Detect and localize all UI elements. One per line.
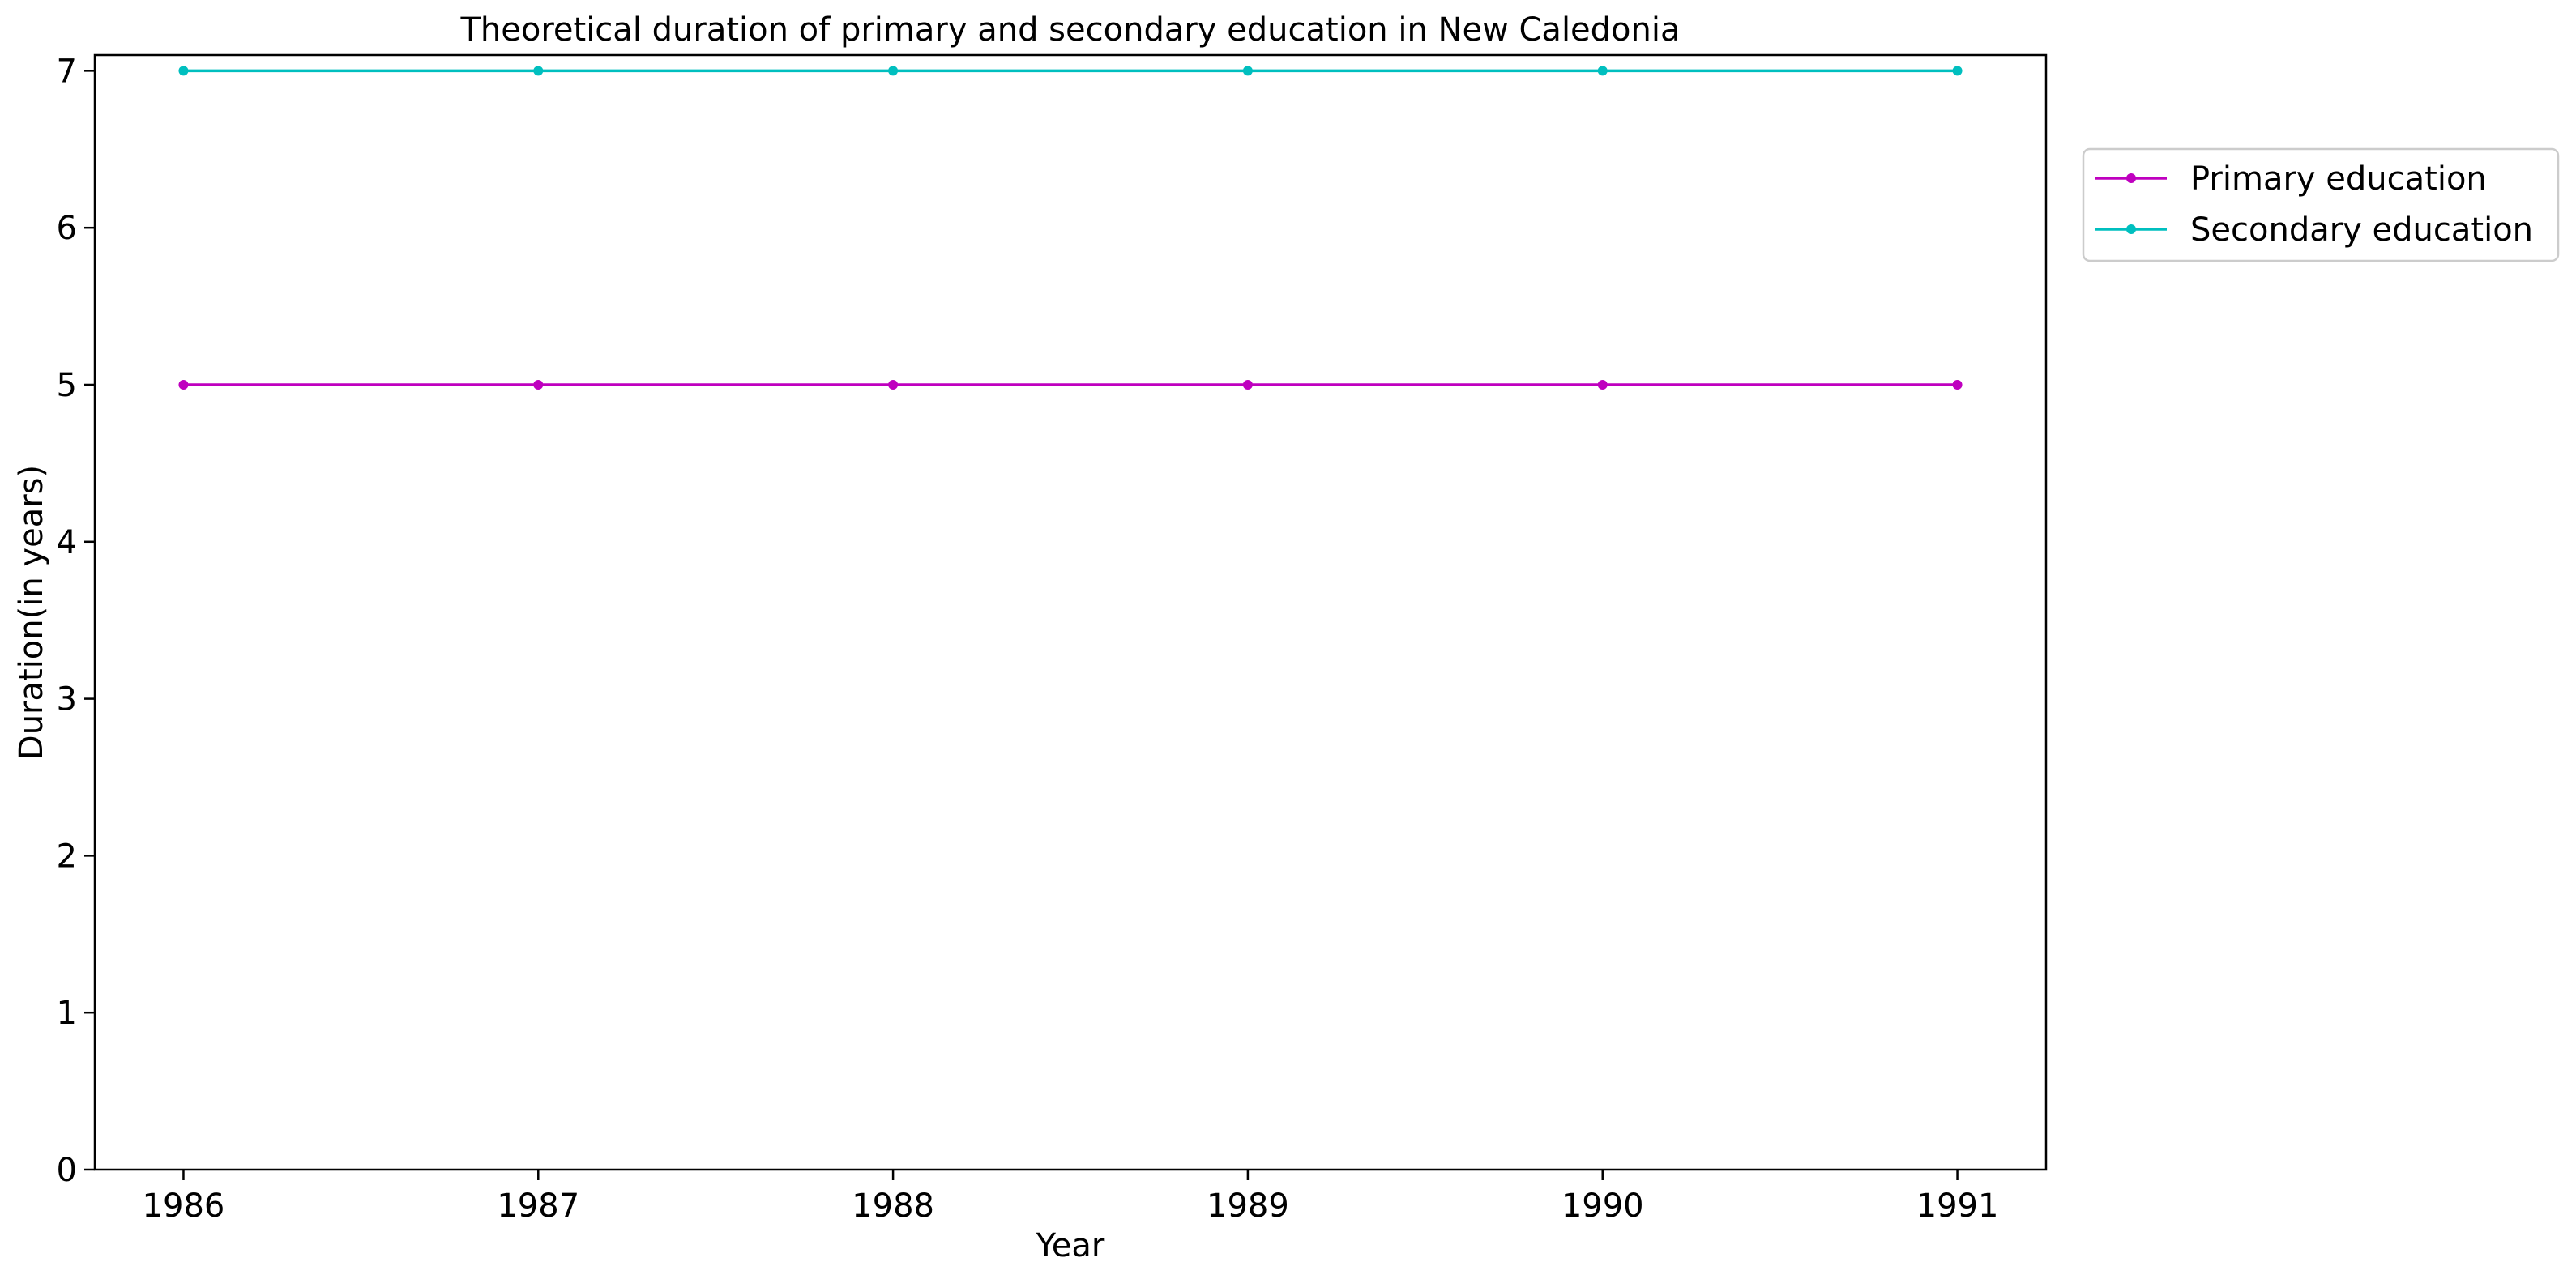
data-point (533, 379, 544, 390)
y-tick-label: 1 (57, 995, 77, 1032)
data-point (1597, 379, 1608, 390)
legend-label: Primary education (2190, 160, 2487, 198)
y-axis-title: Duration(in years) (13, 465, 50, 760)
data-point (1952, 379, 1963, 390)
x-tick-label: 1988 (852, 1187, 934, 1225)
legend-label: Secondary education (2190, 211, 2533, 249)
x-tick-label: 1986 (143, 1187, 225, 1225)
legend-swatch-marker (2126, 173, 2136, 183)
y-tick-label: 5 (57, 367, 77, 404)
y-tick-label: 7 (57, 53, 77, 90)
data-point (888, 379, 899, 390)
x-tick-label: 1990 (1561, 1187, 1644, 1225)
legend: Primary education Secondary education (2082, 147, 2560, 262)
x-tick-label: 1987 (497, 1187, 579, 1225)
y-tick-label: 6 (57, 210, 77, 247)
legend-box (2082, 147, 2560, 262)
plot-frame (93, 53, 2048, 1171)
data-point (178, 66, 189, 76)
y-tick-label: 3 (57, 681, 77, 718)
x-tick-label: 1991 (1916, 1187, 1999, 1225)
chart-title: Theoretical duration of primary and seco… (459, 11, 1680, 49)
data-point (888, 66, 899, 76)
x-axis-title: Year (1036, 1227, 1105, 1264)
y-tick-label: 0 (57, 1152, 77, 1189)
y-tick-label: 2 (57, 838, 77, 875)
legend-swatch-marker (2126, 224, 2136, 234)
data-point (533, 66, 544, 76)
data-point (1242, 379, 1253, 390)
data-point (1242, 66, 1253, 76)
x-tick-label: 1989 (1207, 1187, 1289, 1225)
plot-area: 0 1 2 3 4 5 6 7 1986 1987 1988 1989 1990 1991 (57, 53, 2048, 1225)
data-point (1597, 66, 1608, 76)
y-tick-label: 4 (57, 524, 77, 561)
data-point (178, 379, 189, 390)
data-point (1952, 66, 1963, 76)
